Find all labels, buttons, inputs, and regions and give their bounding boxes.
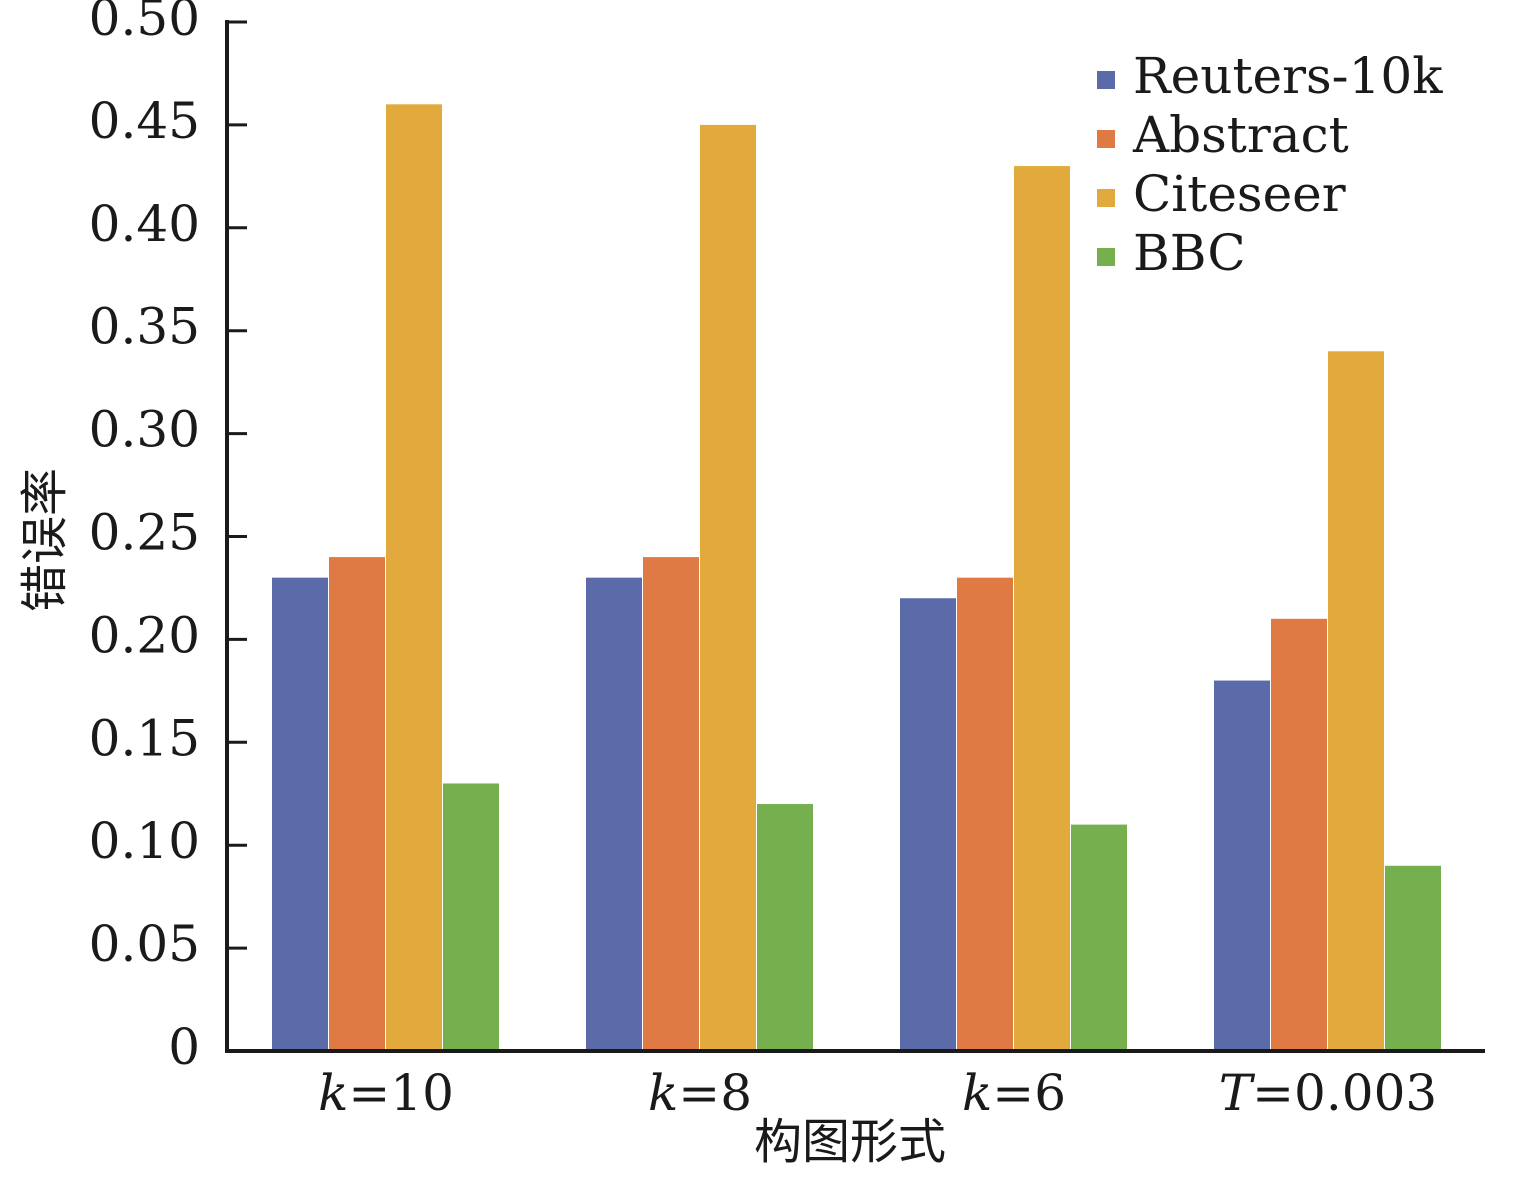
- y-tick-label: 0.30: [89, 401, 200, 459]
- bar-abstract-1: [643, 557, 699, 1051]
- y-tick-label: 0.05: [89, 915, 200, 973]
- bar-reuters-10k-0: [272, 577, 328, 1051]
- legend-label-abstract: Abstract: [1132, 106, 1349, 164]
- x-tick-label-variable: k: [318, 1064, 348, 1122]
- x-tick-label-variable: k: [962, 1064, 992, 1122]
- bar-abstract-3: [1271, 618, 1327, 1051]
- legend-label-citeseer: Citeseer: [1133, 165, 1346, 223]
- legend-swatch-reuters-10k: [1097, 71, 1115, 89]
- bar-citeseer-3: [1328, 351, 1384, 1051]
- x-tick-label-value: =10: [348, 1064, 454, 1122]
- bar-reuters-10k-3: [1214, 680, 1270, 1051]
- x-tick-label: k=6: [962, 1064, 1066, 1122]
- y-tick-label: 0.25: [89, 504, 200, 562]
- x-tick-label: T=0.003: [1219, 1064, 1437, 1122]
- legend-swatch-abstract: [1097, 130, 1115, 148]
- x-axis-labels: k=10 k=8 k=6 T=0.003: [318, 1064, 1437, 1122]
- y-tick-label: 0: [168, 1018, 200, 1076]
- legend-label-reuters-10k: Reuters-10k: [1133, 47, 1443, 105]
- bar-bbc-1: [757, 804, 813, 1051]
- bar-abstract-0: [329, 557, 385, 1051]
- bar-citeseer-1: [700, 124, 756, 1051]
- y-axis-ticks: 0 0.05 0.10 0.15 0.20 0.25 0.30 0.35 0.40 0.45 0.5…: [89, 0, 247, 1076]
- x-tick-label: k=10: [318, 1064, 454, 1122]
- bar-bbc-2: [1071, 824, 1127, 1051]
- bar-citeseer-0: [386, 104, 442, 1051]
- y-tick-label: 0.50: [89, 0, 200, 47]
- bar-bbc-3: [1385, 865, 1441, 1051]
- bar-bbc-0: [443, 783, 499, 1051]
- x-tick-label-variable: T: [1219, 1064, 1256, 1122]
- x-axis-title: 构图形式: [754, 1114, 946, 1170]
- y-tick-label: 0.10: [89, 812, 200, 870]
- y-tick-label: 0.40: [89, 195, 200, 253]
- legend-swatch-citeseer: [1097, 189, 1115, 207]
- bar-abstract-2: [957, 577, 1013, 1051]
- y-tick-label: 0.45: [89, 92, 200, 150]
- y-tick-label: 0.15: [89, 709, 200, 767]
- x-tick-label-value: =6: [992, 1064, 1066, 1122]
- bars-layer: [272, 104, 1441, 1051]
- y-tick-label: 0.35: [89, 298, 200, 356]
- y-tick-label: 0.20: [89, 606, 200, 664]
- x-tick-label-value: =8: [678, 1064, 752, 1122]
- bar-reuters-10k-1: [586, 577, 642, 1051]
- legend-swatch-bbc: [1097, 248, 1115, 266]
- bar-citeseer-2: [1014, 166, 1070, 1051]
- x-tick-label-variable: k: [648, 1064, 678, 1122]
- bar-reuters-10k-2: [900, 598, 956, 1051]
- legend-label-bbc: BBC: [1133, 224, 1246, 282]
- x-tick-label: k=8: [648, 1064, 752, 1122]
- y-axis-title: 错误率: [17, 468, 73, 612]
- x-tick-label-value: =0.003: [1252, 1064, 1437, 1122]
